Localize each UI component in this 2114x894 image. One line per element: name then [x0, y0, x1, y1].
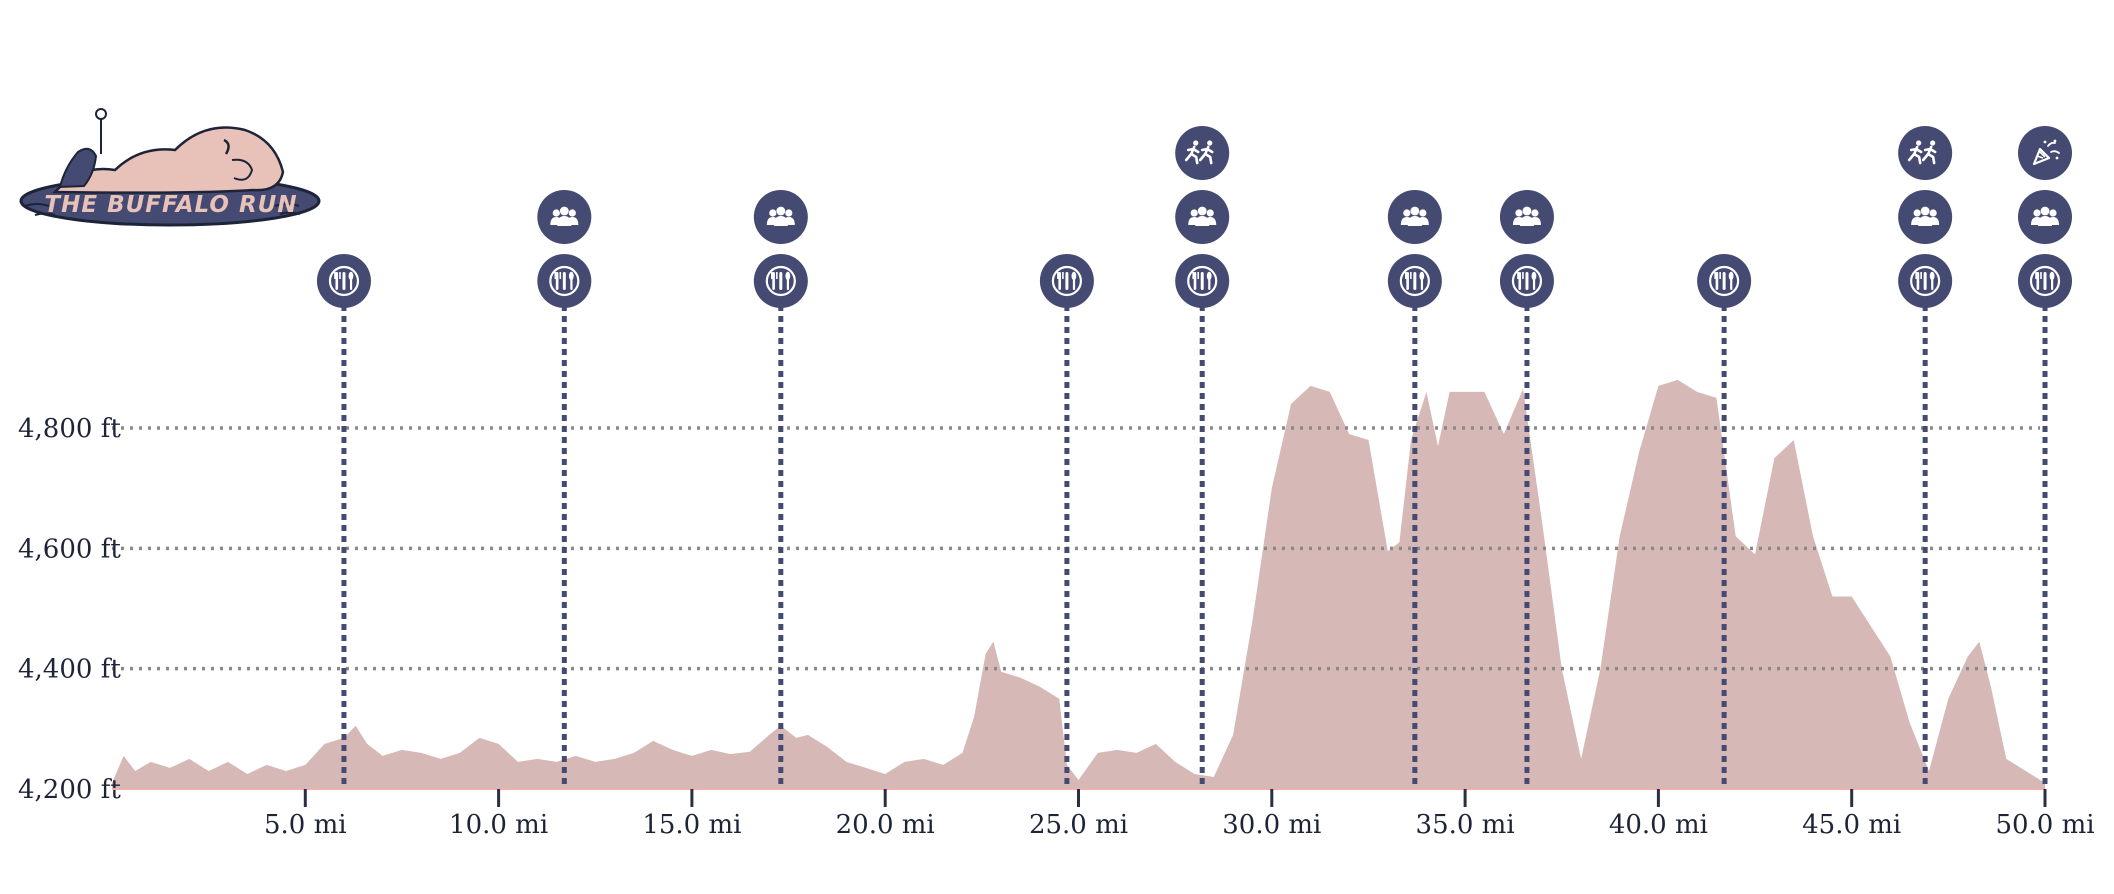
- y-tick-label: 4,400 ft: [18, 655, 121, 685]
- x-tick-label: 10.0 mi: [449, 810, 548, 840]
- y-axis: 4,200 ft 4,400 ft 4,600 ft 4,800 ft: [18, 414, 121, 805]
- aid-station-pacer-marker: [1898, 126, 1953, 180]
- x-tick-label: 50.0 mi: [1995, 810, 2094, 840]
- buffalo-run-logo: THE BUFFALO RUN: [19, 108, 321, 227]
- aid-station-pacer-marker: [1175, 126, 1230, 180]
- x-tick-label: 30.0 mi: [1222, 810, 1321, 840]
- y-tick-label: 4,200 ft: [18, 775, 121, 805]
- x-tick-label: 20.0 mi: [836, 810, 935, 840]
- x-tick-label: 35.0 mi: [1416, 810, 1515, 840]
- gridlines: [112, 426, 2040, 671]
- x-axis: 5.0 mi 10.0 mi 15.0 mi 20.0 mi 25.0 mi 30.0 m…: [112, 788, 2095, 840]
- y-tick-label: 4,600 ft: [18, 534, 121, 564]
- x-tick-label: 15.0 mi: [642, 810, 741, 840]
- x-tick-label: 40.0 mi: [1609, 810, 1708, 840]
- y-tick-label: 4,800 ft: [18, 414, 121, 444]
- x-tick-label: 25.0 mi: [1029, 810, 1128, 840]
- x-tick-label: 5.0 mi: [264, 810, 347, 840]
- elevation-profile-area: [112, 379, 2045, 789]
- aid-station-markers: [316, 126, 2072, 789]
- x-tick-label: 45.0 mi: [1802, 810, 1901, 840]
- logo-text: THE BUFFALO RUN: [44, 192, 297, 218]
